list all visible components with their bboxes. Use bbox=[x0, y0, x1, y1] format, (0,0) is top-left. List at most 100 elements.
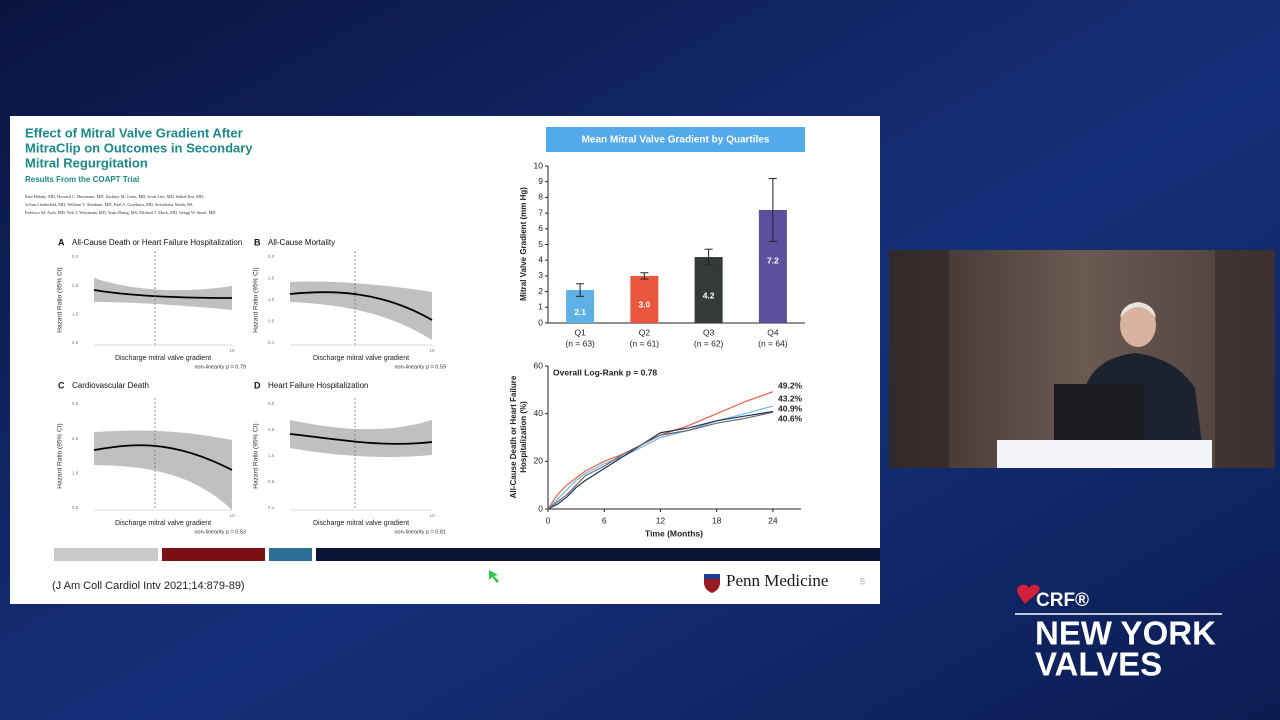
logo-brand: CRF® bbox=[1036, 590, 1089, 611]
y-tick-label: 0.1 bbox=[268, 340, 275, 345]
bar bbox=[630, 275, 659, 323]
y-tick-label: 2.5 bbox=[268, 276, 275, 281]
y-tick-label: 0.5 bbox=[72, 340, 79, 345]
bar-chart-title: Mean Mitral Valve Gradient by Quartiles bbox=[582, 135, 770, 146]
panel-letter: C bbox=[58, 380, 65, 390]
y-axis-label: Hazard Ratio (95% CI) bbox=[57, 267, 64, 332]
x-tick-label: 10 bbox=[429, 348, 435, 353]
y-axis-label: Hazard Ratio (95% CI) bbox=[253, 267, 260, 332]
panel-note: non-linearity p = 0.79 bbox=[194, 364, 246, 370]
bar-value-label: 4.2 bbox=[703, 290, 715, 300]
spline-curve bbox=[93, 444, 233, 471]
y-tick-label: 0.1 bbox=[268, 505, 275, 510]
km-curve bbox=[547, 411, 774, 510]
y-tick-label: 4 bbox=[538, 254, 543, 264]
panel-title: All-Cause Death or Heart Failure Hospita… bbox=[72, 238, 242, 247]
x-tick-label: 0 bbox=[546, 515, 551, 525]
spline-curve bbox=[289, 291, 433, 321]
y-tick-label: 0 bbox=[538, 317, 543, 327]
penn-shield-top bbox=[704, 574, 720, 579]
panel-note: non-linearity p = 0.53 bbox=[194, 529, 246, 535]
y-tick-label: 2.5 bbox=[72, 283, 79, 288]
bar-value-label: 7.2 bbox=[767, 256, 779, 266]
x-tick-label: 10 bbox=[229, 513, 235, 518]
logo-line: VALVES bbox=[1035, 646, 1162, 683]
x-axis-label: Time (Months) bbox=[645, 528, 703, 538]
y-tick-label: 5.0 bbox=[72, 401, 79, 406]
y-axis-label: Mitral Valve Gradient (mm Hg) bbox=[519, 187, 528, 301]
strip-navy bbox=[316, 548, 880, 561]
x-axis-label: Discharge mitral valve gradient bbox=[115, 520, 211, 527]
x-tick-label: 12 bbox=[656, 515, 666, 525]
y-tick-label: 5.0 bbox=[268, 254, 275, 259]
y-tick-label: 0.5 bbox=[268, 319, 275, 324]
x-tick-label: Q3 bbox=[703, 327, 715, 337]
y-tick-label: 5.0 bbox=[268, 401, 275, 406]
confidence-band bbox=[94, 278, 232, 310]
x-axis-label: Discharge mitral valve gradient bbox=[313, 520, 409, 527]
y-tick-label: 0.5 bbox=[268, 479, 275, 484]
bar-value-label: 2.1 bbox=[574, 307, 586, 317]
y-tick-label: 2.5 bbox=[268, 427, 275, 432]
y-tick-label: 5 bbox=[538, 239, 543, 249]
confidence-band bbox=[290, 281, 432, 340]
slide-title: Mitral Regurgitation bbox=[25, 155, 148, 170]
y-tick-label: 60 bbox=[534, 360, 544, 370]
x-tick-label: 18 bbox=[712, 515, 722, 525]
strip-teal bbox=[269, 548, 312, 561]
slide-title: Effect of Mitral Valve Gradient After bbox=[25, 125, 243, 140]
y-axis-label: Hazard Ratio (95% CI) bbox=[253, 423, 260, 488]
bar-chart-title-box bbox=[546, 127, 805, 152]
y-tick-label: 1.0 bbox=[268, 297, 275, 302]
speaker-video bbox=[889, 250, 1275, 468]
slide-subtitle: Results From the COAPT Trial bbox=[25, 175, 139, 184]
km-end-label: 40.6% bbox=[778, 413, 803, 423]
x-tick-label: 24 bbox=[768, 515, 778, 525]
y-axis-label: Hazard Ratio (95% CI) bbox=[57, 423, 64, 488]
x-tick-label: Q4 bbox=[767, 327, 779, 337]
panel-letter: B bbox=[254, 237, 261, 247]
panel-title: All-Cause Mortality bbox=[268, 238, 335, 247]
confidence-band bbox=[290, 420, 432, 458]
x-sublabel: (n = 61) bbox=[630, 338, 660, 348]
panel-title: Cardiovascular Death bbox=[72, 381, 149, 390]
y-tick-label: 10 bbox=[534, 160, 544, 170]
y-tick-label: 9 bbox=[538, 176, 543, 186]
y-tick-label: 0.5 bbox=[72, 505, 79, 510]
slide-title: MitraClip on Outcomes in Secondary bbox=[25, 140, 253, 155]
x-tick-label: Q2 bbox=[639, 327, 651, 337]
laptop bbox=[1054, 384, 1144, 440]
strip-red bbox=[162, 548, 265, 561]
logo-line: NEW YORK bbox=[1035, 615, 1216, 652]
y-tick-label: 3 bbox=[538, 270, 543, 280]
x-axis-label: Discharge mitral valve gradient bbox=[115, 355, 211, 362]
y-tick-label: 6 bbox=[538, 223, 543, 233]
km-annotation: Overall Log-Rank p = 0.78 bbox=[553, 367, 657, 377]
y-tick-label: 8 bbox=[538, 192, 543, 202]
institution: Penn Medicine bbox=[726, 571, 828, 590]
y-axis-label: Hospitalization (%) bbox=[519, 401, 528, 473]
y-tick-label: 1.0 bbox=[72, 312, 79, 317]
y-tick-label: 5.0 bbox=[72, 254, 79, 259]
x-axis-label: Discharge mitral valve gradient bbox=[313, 355, 409, 362]
y-tick-label: 1.0 bbox=[268, 453, 275, 458]
y-tick-label: 40 bbox=[534, 408, 544, 418]
x-tick-label: 6 bbox=[602, 515, 607, 525]
page-number: 5 bbox=[860, 576, 865, 586]
panel-note: non-linearity p = 0.81 bbox=[394, 529, 446, 535]
citation: (J Am Coll Cardiol Intv 2021;14:879-89) bbox=[52, 580, 245, 592]
y-tick-label: 1 bbox=[538, 302, 543, 312]
bar-value-label: 3.0 bbox=[638, 300, 650, 310]
x-tick-label: Q1 bbox=[574, 327, 586, 337]
spline-curve bbox=[93, 289, 233, 299]
curtain bbox=[889, 250, 949, 468]
y-tick-label: 0 bbox=[538, 503, 543, 513]
lectern bbox=[997, 440, 1212, 468]
strip-gray bbox=[54, 548, 158, 561]
y-tick-label: 2 bbox=[538, 286, 543, 296]
y-tick-label: 20 bbox=[534, 456, 544, 466]
spline-curve bbox=[289, 433, 433, 445]
cursor bbox=[489, 570, 499, 583]
